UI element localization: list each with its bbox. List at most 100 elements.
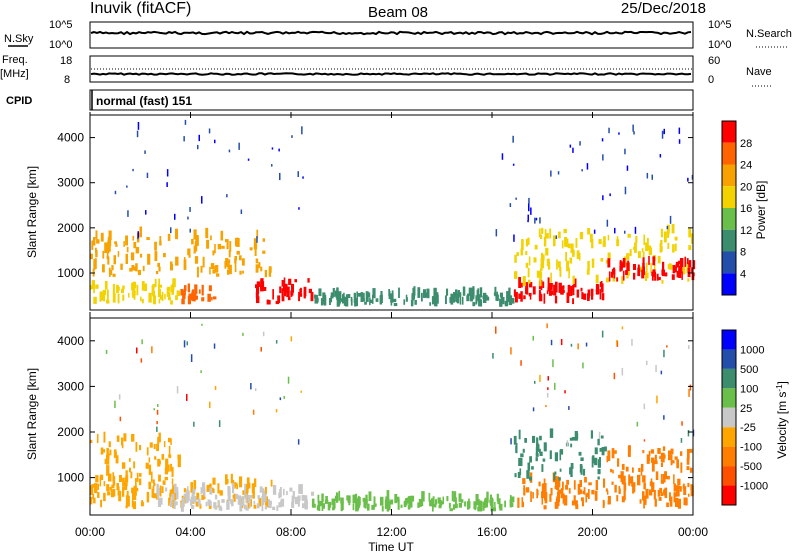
heatmap-cell [483, 499, 486, 508]
heatmap-cell [643, 403, 646, 410]
heatmap-cell [330, 295, 333, 303]
heatmap-cell [121, 288, 124, 294]
heatmap-cell [190, 482, 193, 493]
heatmap-cell [169, 499, 173, 508]
heatmap-cell [260, 347, 262, 352]
heatmap-cell [690, 484, 693, 491]
heatmap-cell [340, 501, 343, 512]
heatmap-cell [256, 281, 261, 287]
heatmap-cell [229, 241, 232, 252]
heatmap-cell [246, 477, 250, 485]
heatmap-cell [542, 458, 546, 462]
heatmap-cell [417, 287, 421, 298]
heatmap-cell [633, 264, 636, 270]
heatmap-cell [236, 250, 240, 255]
heatmap-cell [170, 438, 172, 445]
heatmap-cell [643, 499, 645, 509]
heatmap-cell [554, 382, 556, 390]
heatmap-cell [544, 492, 548, 501]
heatmap-cell [518, 277, 521, 288]
heatmap-cell [628, 449, 631, 457]
heatmap-cell [557, 261, 561, 268]
heatmap-cell [257, 495, 260, 500]
heatmap-cell [579, 253, 581, 261]
heatmap-cell [256, 503, 260, 509]
heatmap-cell [526, 470, 530, 479]
heatmap-cell [283, 291, 286, 297]
heatmap-cell [660, 462, 663, 467]
heatmap-cell [255, 258, 259, 264]
heatmap-cell [180, 502, 184, 512]
heatmap-cell [626, 253, 630, 260]
heatmap-cell [606, 490, 609, 495]
heatmap-cell [570, 286, 573, 296]
heatmap-cell [662, 261, 665, 271]
heatmap-cell [533, 257, 537, 263]
heatmap-cell [514, 271, 518, 279]
heatmap-cell [214, 265, 218, 273]
heatmap-cell [297, 171, 299, 177]
heatmap-cell [581, 292, 584, 300]
heatmap-cell [224, 261, 227, 269]
colorbar-segment [722, 407, 736, 428]
heatmap-cell [580, 466, 583, 475]
heatmap-cell [263, 493, 267, 503]
heatmap-cell [152, 493, 157, 499]
heatmap-cell [90, 439, 93, 443]
heatmap-cell [539, 451, 543, 456]
heatmap-cell [259, 486, 263, 493]
heatmap-cell [221, 499, 225, 503]
heatmap-cell [122, 294, 125, 301]
heatmap-cell [455, 291, 458, 302]
heatmap-cell [212, 269, 216, 274]
heatmap-cell [528, 197, 530, 204]
heatmap-cell [157, 289, 161, 298]
heatmap-cell [520, 453, 524, 458]
heatmap-cell [607, 234, 610, 241]
heatmap-cell [209, 266, 211, 275]
heatmap-cell [201, 284, 204, 296]
heatmap-cell [106, 465, 110, 476]
heatmap-cell [345, 297, 349, 307]
heatmap-cell [513, 234, 515, 242]
heatmap-cell [676, 270, 679, 278]
heatmap-cell [547, 376, 549, 381]
heatmap-cell [381, 505, 384, 512]
heatmap-cell [618, 485, 621, 494]
heatmap-cell [113, 449, 117, 458]
heatmap-cell [462, 286, 466, 296]
heatmap-cell [536, 270, 541, 278]
heatmap-cell [321, 501, 324, 511]
heatmap-cell [565, 252, 567, 262]
heatmap-cell [560, 286, 563, 295]
heatmap-cell [646, 272, 649, 279]
heatmap-cell [386, 490, 390, 501]
heatmap-cell [445, 295, 447, 305]
heatmap-cell [554, 452, 558, 462]
heatmap-cell [569, 257, 573, 264]
heatmap-cell [294, 279, 297, 283]
heatmap-cell [614, 450, 617, 454]
heatmap-cell [594, 457, 598, 466]
heatmap-cell [546, 392, 549, 398]
heatmap-cell [181, 298, 185, 305]
heatmap-cell [686, 457, 690, 465]
heatmap-cell [600, 435, 604, 439]
heatmap-cell [145, 210, 147, 215]
heatmap-cell [272, 506, 276, 511]
heatmap-cell [624, 186, 627, 195]
heatmap-cell [642, 450, 645, 454]
heatmap-cell [632, 467, 634, 473]
heatmap-cell [262, 238, 265, 242]
heatmap-cell [449, 297, 452, 303]
power-colorbar: 28 24 20 16 12 8 4 [721, 120, 752, 296]
heatmap-cell [570, 463, 574, 469]
colorbar-tick-label: 12 [740, 225, 752, 237]
heatmap-cell [668, 265, 671, 269]
heatmap-cell [680, 462, 683, 473]
heatmap-cell [534, 380, 536, 384]
heatmap-cell [258, 262, 261, 269]
heatmap-cell [627, 260, 630, 267]
heatmap-cell [687, 493, 690, 497]
heatmap-cell [242, 270, 244, 274]
